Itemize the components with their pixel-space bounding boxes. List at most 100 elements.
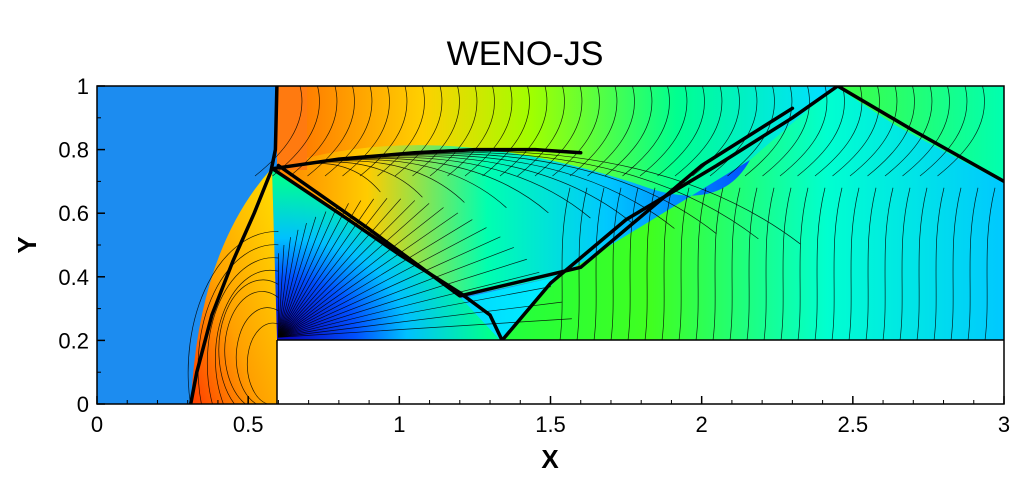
upper-contour: [657, 86, 705, 177]
post-shock-contour: [218, 279, 279, 404]
contour-lines: [187, 86, 996, 404]
lower-right-contour: [763, 187, 775, 341]
upper-contour: [849, 86, 898, 177]
top-reflection-line: [835, 86, 1004, 184]
lower-right-contour: [950, 187, 962, 341]
fan-contour: [278, 216, 317, 338]
upper-contour: [832, 86, 880, 177]
upper-contour: [464, 86, 513, 177]
fan-contour: [278, 229, 299, 338]
post-shock-contour: [187, 231, 279, 404]
y-tick-label: 0.2: [58, 328, 89, 353]
lower-right-contour: [712, 187, 724, 341]
lower-right-contour: [916, 187, 928, 341]
fan-contour: [278, 207, 444, 338]
upper-contour: [359, 86, 408, 177]
upper-contour: [517, 86, 565, 177]
expansion-fan-region: [272, 168, 500, 340]
fan-contour: [278, 236, 501, 338]
lower-right-contour: [610, 187, 622, 341]
lower-right-contour: [678, 187, 690, 341]
upper-contour: [429, 86, 478, 177]
upper-contour: [744, 86, 793, 177]
post-shock-contour: [224, 291, 279, 404]
lower-right-contour: [797, 187, 809, 341]
fan-contour: [278, 203, 430, 338]
lower-right-contour: [746, 187, 758, 341]
fan-contour: [278, 237, 291, 338]
post-shock-contour: [246, 322, 279, 404]
upper-contour: [884, 86, 933, 177]
upper-contour: [447, 86, 495, 177]
upper-contour: [412, 86, 460, 177]
upper-contour: [902, 86, 950, 177]
lower-right-contour: [967, 187, 979, 341]
x-tick-label: 1: [393, 412, 405, 437]
lower-right-contour: [865, 187, 877, 341]
lower-right-contour: [882, 187, 894, 341]
post-shock-contour: [235, 307, 279, 404]
fan-contour: [278, 227, 487, 338]
lower-right-contour: [729, 187, 741, 341]
x-axis-title: X: [541, 444, 559, 474]
y-tick-label: 1: [77, 74, 89, 99]
upper-contour: [552, 86, 600, 177]
fan-contour: [278, 203, 349, 338]
fan-contour: [278, 200, 416, 338]
fan-contour: [278, 198, 388, 338]
contact-line: [276, 106, 795, 298]
upper-contour: [604, 86, 653, 177]
x-tick-label: 0.5: [233, 412, 264, 437]
fan-contour: [278, 301, 562, 338]
upper-contour: [762, 86, 810, 177]
flow-field: [97, 86, 1004, 404]
upper-contour: [797, 86, 845, 177]
y-axis: 0 0.2 0.4 0.6 0.8 1: [58, 74, 105, 417]
x-axis: 0 0.5 1 1.5 2 2.5 3: [91, 396, 1010, 437]
lower-right-contour: [984, 187, 996, 341]
lower-right-contour: [831, 187, 843, 341]
y-tick-label: 0.8: [58, 138, 89, 163]
fan-contour: [278, 318, 572, 338]
x-tick-label: 2: [696, 412, 708, 437]
x-tick-label: 1.5: [535, 412, 566, 437]
fan-contour: [278, 219, 473, 338]
fan-contour: [278, 286, 552, 338]
y-tick-label: 0.6: [58, 201, 89, 226]
upper-contour: [569, 86, 618, 177]
post-shock-contour: [215, 269, 279, 404]
top-left-post-shock: [277, 86, 307, 170]
x-tick-label: 3: [998, 412, 1010, 437]
upper-contour: [692, 86, 740, 177]
upper-contour: [639, 86, 688, 177]
fan-contour: [278, 212, 459, 338]
upper-contour: [727, 86, 775, 177]
post-shock-contour: [206, 257, 279, 404]
upper-contour: [377, 86, 425, 177]
fan-contour: [278, 244, 285, 338]
y-axis-title: Y: [12, 236, 42, 253]
shock-lines: [188, 86, 1004, 404]
lower-right-contour: [695, 187, 707, 341]
y-tick-label: 0.4: [58, 265, 89, 290]
lower-right-contour: [593, 187, 605, 341]
lower-right-contour: [627, 187, 639, 341]
upper-contour: [919, 86, 968, 177]
fan-contour: [278, 198, 402, 338]
upper-contour: [499, 86, 548, 177]
lower-right-contour: [899, 187, 911, 341]
fan-contour: [278, 206, 338, 338]
bow-shock-line: [188, 86, 279, 404]
upper-contour: [324, 86, 373, 177]
upper-contour: [587, 86, 635, 177]
upper-contour: [867, 86, 915, 177]
x-tick-label: 0: [91, 412, 103, 437]
upper-contour: [937, 86, 985, 177]
wedge-region: [455, 276, 560, 340]
upper-contour: [482, 86, 530, 177]
upper-contour: [622, 86, 670, 177]
y-tick-label: 0: [77, 392, 89, 417]
fan-contour: [278, 200, 362, 338]
step-obstacle: [277, 340, 1004, 404]
fan-contour: [278, 211, 327, 338]
